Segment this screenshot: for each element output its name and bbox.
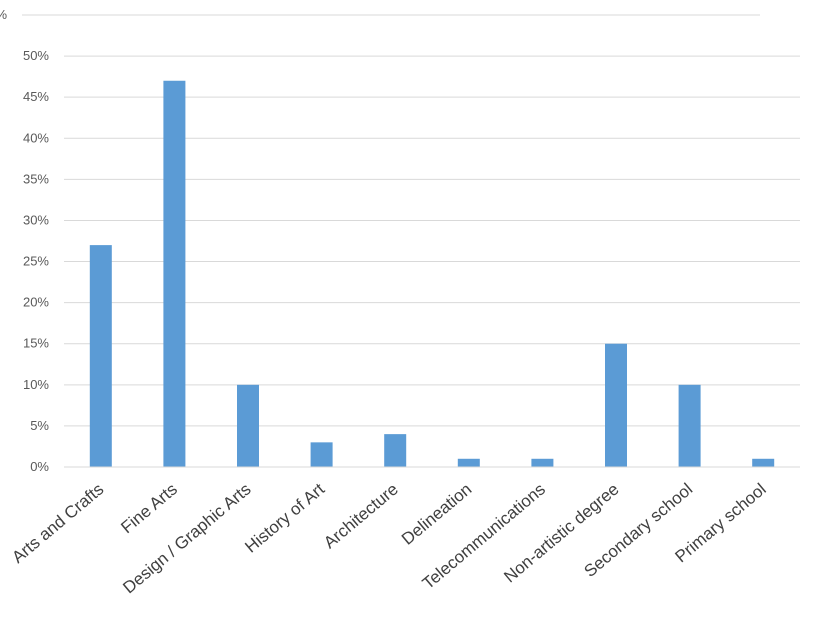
bar <box>384 434 407 467</box>
x-tick-label: Telecommunications <box>419 480 549 594</box>
bar <box>678 384 701 467</box>
bar <box>605 343 627 467</box>
bars <box>89 80 775 467</box>
y-tick-label: 30% <box>23 212 49 227</box>
y-tick-label: 40% <box>23 130 49 145</box>
bar <box>531 458 554 467</box>
y-tick-label: % <box>0 7 7 22</box>
x-tick-label: Design / Graphic Arts <box>119 480 254 598</box>
bar <box>163 80 186 467</box>
y-tick-label: 15% <box>23 336 49 351</box>
x-tick-label: Delineation <box>398 480 475 549</box>
y-tick-label: 50% <box>23 48 49 63</box>
x-tick-label: History of Art <box>241 479 328 556</box>
y-tick-label: 5% <box>30 418 49 433</box>
bar <box>310 442 333 467</box>
x-tick-label: Fine Arts <box>117 480 181 538</box>
bar <box>752 458 775 467</box>
gridlines <box>22 14 800 427</box>
y-tick-label: 45% <box>23 89 49 104</box>
y-tick-label: 20% <box>23 295 49 310</box>
x-tick-label: Architecture <box>320 480 402 553</box>
y-tick-label: 25% <box>23 254 49 269</box>
y-tick-label: 0% <box>30 459 49 474</box>
bar <box>89 245 112 467</box>
bar <box>457 458 480 467</box>
y-tick-label: 10% <box>23 377 49 392</box>
bar <box>237 384 259 467</box>
x-tick-label: Arts and Crafts <box>8 480 107 567</box>
y-tick-label: 35% <box>23 171 49 186</box>
y-axis-ticks: 0% 5% 10% 15% 20% 25% 30% 35% 40% 45% 50%% <box>0 7 49 474</box>
